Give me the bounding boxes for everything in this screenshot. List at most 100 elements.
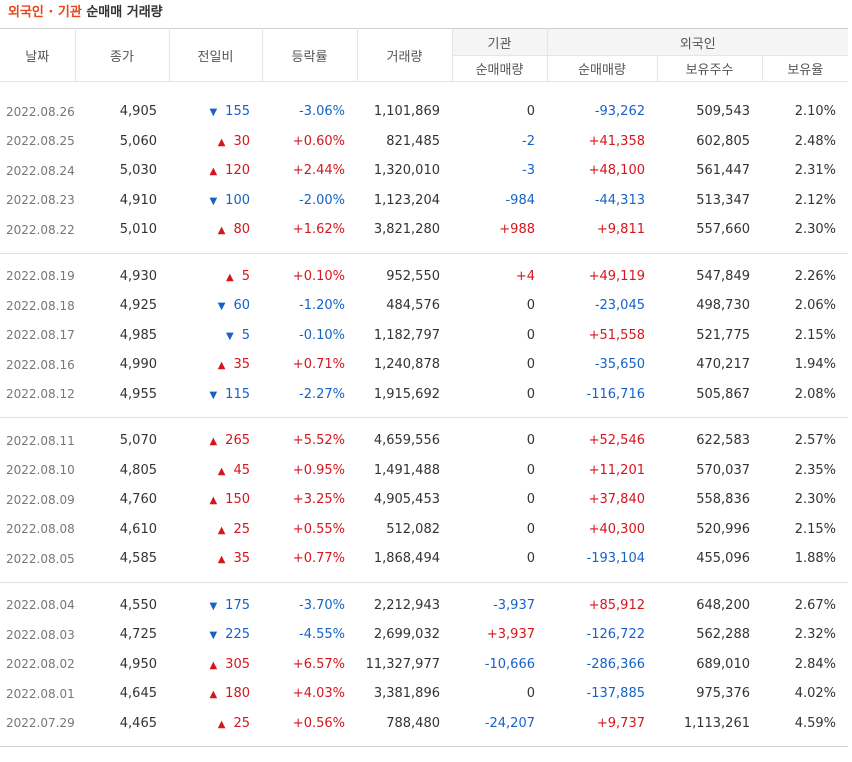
inst-net-cell: 0 — [526, 104, 535, 120]
rate-cell: -2.27% — [299, 386, 345, 402]
inst-net-cell: 0 — [526, 298, 535, 314]
holdings-cell: 570,037 — [696, 462, 750, 478]
change-value: 175 — [225, 597, 250, 613]
header-change: 전일비 — [168, 28, 263, 82]
holdings-cell: 561,447 — [696, 163, 750, 179]
change-value: 5 — [241, 327, 250, 343]
up-triangle-icon: ▲ — [209, 436, 218, 448]
spacer — [0, 253, 848, 262]
change-cell: ▼ 60 — [169, 291, 262, 321]
down-triangle-icon: ▼ — [209, 195, 218, 207]
rate-cell: +0.56% — [292, 715, 345, 731]
rate-cell: +0.10% — [292, 268, 345, 284]
holding-ratio-cell: 2.84% — [794, 656, 837, 672]
date-cell: 2022.08.18 — [6, 298, 75, 313]
holdings-cell: 520,996 — [696, 521, 750, 537]
up-triangle-icon: ▲ — [217, 524, 226, 536]
rate-cell: -4.55% — [299, 627, 345, 643]
holding-ratio-cell: 2.15% — [794, 521, 837, 537]
header-volume: 거래량 — [356, 28, 453, 82]
rate-cell: -3.70% — [299, 597, 345, 613]
table-row: 2022.08.24 5,030 ▲ 120 +2.44% 1,320,010 -3 +48,… — [0, 156, 848, 186]
holding-ratio-cell: 2.26% — [794, 268, 837, 284]
holdings-cell: 622,583 — [696, 433, 750, 449]
foreign-net-cell: -137,885 — [586, 686, 645, 702]
holding-ratio-cell: 2.31% — [794, 163, 837, 179]
down-triangle-icon: ▼ — [209, 107, 218, 119]
header-holding-ratio: 보유율 — [761, 55, 849, 82]
close-cell: 4,985 — [119, 327, 157, 343]
up-triangle-icon: ▲ — [209, 166, 218, 178]
rate-cell: -0.10% — [299, 327, 345, 343]
date-cell: 2022.08.24 — [6, 163, 75, 178]
up-triangle-icon: ▲ — [217, 554, 226, 566]
change-cell: ▼ 100 — [169, 186, 262, 216]
volume-cell: 1,915,692 — [373, 386, 440, 402]
inst-net-cell: -3,937 — [493, 597, 535, 613]
change-value: 155 — [225, 104, 250, 120]
change-value: 35 — [233, 551, 250, 567]
foreign-net-cell: +48,100 — [588, 163, 645, 179]
date-cell: 2022.07.29 — [6, 716, 75, 731]
change-cell: ▲ 25 — [169, 709, 262, 739]
group-divider — [0, 409, 849, 418]
inst-net-cell: 0 — [526, 433, 535, 449]
foreign-net-cell: -193,104 — [586, 551, 645, 567]
section-title: 외국인 · 기관 순매매 거래량 — [0, 0, 852, 28]
close-cell: 4,725 — [119, 627, 157, 643]
table-row: 2022.08.05 4,585 ▲ 35 +0.77% 1,868,494 0 -193,1… — [0, 544, 848, 574]
table-row: 2022.08.17 4,985 ▼ 5 -0.10% 1,182,797 0 +51,558… — [0, 321, 848, 351]
rate-cell: +0.77% — [292, 551, 345, 567]
date-cell: 2022.08.03 — [6, 627, 75, 642]
change-value: 80 — [233, 222, 250, 238]
inst-net-cell: -3 — [522, 163, 535, 179]
date-cell: 2022.08.01 — [6, 686, 75, 701]
volume-cell: 1,123,204 — [373, 192, 440, 208]
table-row: 2022.08.22 5,010 ▲ 80 +1.62% 3,821,280 +988 +9,… — [0, 215, 848, 245]
change-cell: ▼ 225 — [169, 620, 262, 650]
change-value: 100 — [225, 192, 250, 208]
up-triangle-icon: ▲ — [217, 136, 226, 148]
foreign-net-cell: -44,313 — [594, 192, 645, 208]
close-cell: 5,070 — [119, 433, 157, 449]
change-value: 25 — [233, 715, 250, 731]
holdings-cell: 505,867 — [696, 386, 750, 402]
volume-cell: 512,082 — [386, 521, 440, 537]
close-cell: 5,060 — [119, 133, 157, 149]
holding-ratio-cell: 2.30% — [794, 492, 837, 508]
table-row: 2022.08.25 5,060 ▲ 30 +0.60% 821,485 -2 +41,358… — [0, 127, 848, 157]
table-row: 2022.08.23 4,910 ▼ 100 -2.00% 1,123,204 -984 -4… — [0, 186, 848, 216]
holdings-cell: 513,347 — [696, 192, 750, 208]
holding-ratio-cell: 2.35% — [794, 462, 837, 478]
rate-cell: +0.60% — [292, 133, 345, 149]
change-value: 225 — [225, 627, 250, 643]
foreign-net-cell: +49,119 — [588, 268, 645, 284]
close-cell: 4,925 — [119, 298, 157, 314]
foreign-net-cell: -35,650 — [594, 357, 645, 373]
table-row: 2022.08.16 4,990 ▲ 35 +0.71% 1,240,878 0 -35,65… — [0, 350, 848, 380]
holdings-cell: 689,010 — [696, 656, 750, 672]
inst-net-cell: 0 — [526, 686, 535, 702]
date-cell: 2022.08.16 — [6, 357, 75, 372]
holding-ratio-cell: 2.67% — [794, 597, 837, 613]
header-rate: 등락률 — [261, 28, 358, 82]
close-cell: 4,465 — [119, 715, 157, 731]
foreign-net-cell: -126,722 — [586, 627, 645, 643]
holding-ratio-cell: 2.10% — [794, 104, 837, 120]
holdings-cell: 521,775 — [696, 327, 750, 343]
volume-cell: 1,101,869 — [373, 104, 440, 120]
header-institution: 기관 — [451, 28, 548, 56]
volume-cell: 484,576 — [386, 298, 440, 314]
up-triangle-icon: ▲ — [209, 659, 218, 671]
up-triangle-icon: ▲ — [217, 718, 226, 730]
volume-cell: 1,320,010 — [373, 163, 440, 179]
rate-cell: +3.25% — [292, 492, 345, 508]
header-holdings: 보유주수 — [656, 55, 763, 82]
inst-net-cell: 0 — [526, 521, 535, 537]
volume-cell: 1,240,878 — [373, 357, 440, 373]
table-row: 2022.08.08 4,610 ▲ 25 +0.55% 512,082 0 +40,300 5… — [0, 515, 848, 545]
volume-cell: 4,659,556 — [373, 433, 440, 449]
title-highlight: 외국인 · 기관 — [8, 5, 82, 20]
down-triangle-icon: ▼ — [209, 630, 218, 642]
table-row: 2022.08.11 5,070 ▲ 265 +5.52% 4,659,556 0 +52,5… — [0, 426, 848, 456]
